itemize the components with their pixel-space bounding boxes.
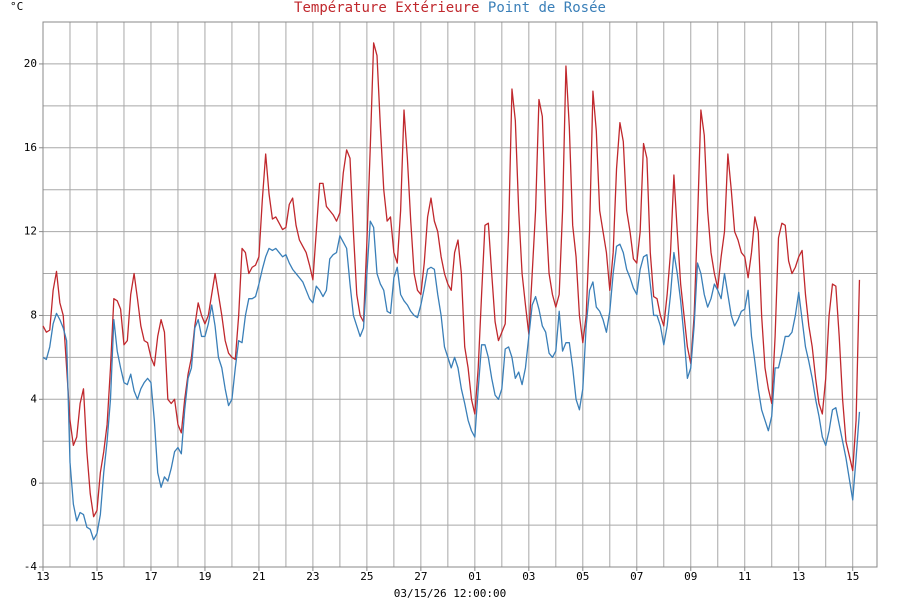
x-tick-label: 27 [414,570,427,583]
x-tick-label: 21 [252,570,265,583]
x-tick-label: 11 [738,570,751,583]
x-tick-label: 15 [90,570,103,583]
x-tick-label: 25 [360,570,373,583]
x-tick-label: 15 [846,570,859,583]
y-tick-label: -4 [24,560,38,573]
x-tick-label: 01 [468,570,481,583]
x-tick-label: 03 [522,570,535,583]
y-tick-label: 20 [24,57,37,70]
x-tick-label: 09 [684,570,697,583]
y-unit: °C [10,0,23,13]
x-tick-label: 07 [630,570,643,583]
y-tick-label: 16 [24,141,37,154]
x-tick-label: 13 [792,570,805,583]
y-tick-label: 4 [30,392,37,405]
plot-frame [42,21,878,568]
x-tick-label: 19 [198,570,211,583]
legend-entry: Point de Rosée [488,0,606,16]
y-tick-label: 8 [30,308,37,321]
series-line [42,42,861,518]
series-line [42,220,861,541]
legend-entry: Température Extérieure [294,0,479,16]
x-tick-label: 23 [306,570,319,583]
y-tick-label: 12 [24,225,37,238]
y-tick-label: 0 [30,476,37,489]
legend: Température Extérieure Point de Rosée [294,0,606,16]
x-axis-label: 03/15/26 12:00:00 [394,587,507,600]
x-tick-label: 17 [144,570,157,583]
x-tick-label: 13 [36,570,49,583]
x-tick-label: 05 [576,570,589,583]
